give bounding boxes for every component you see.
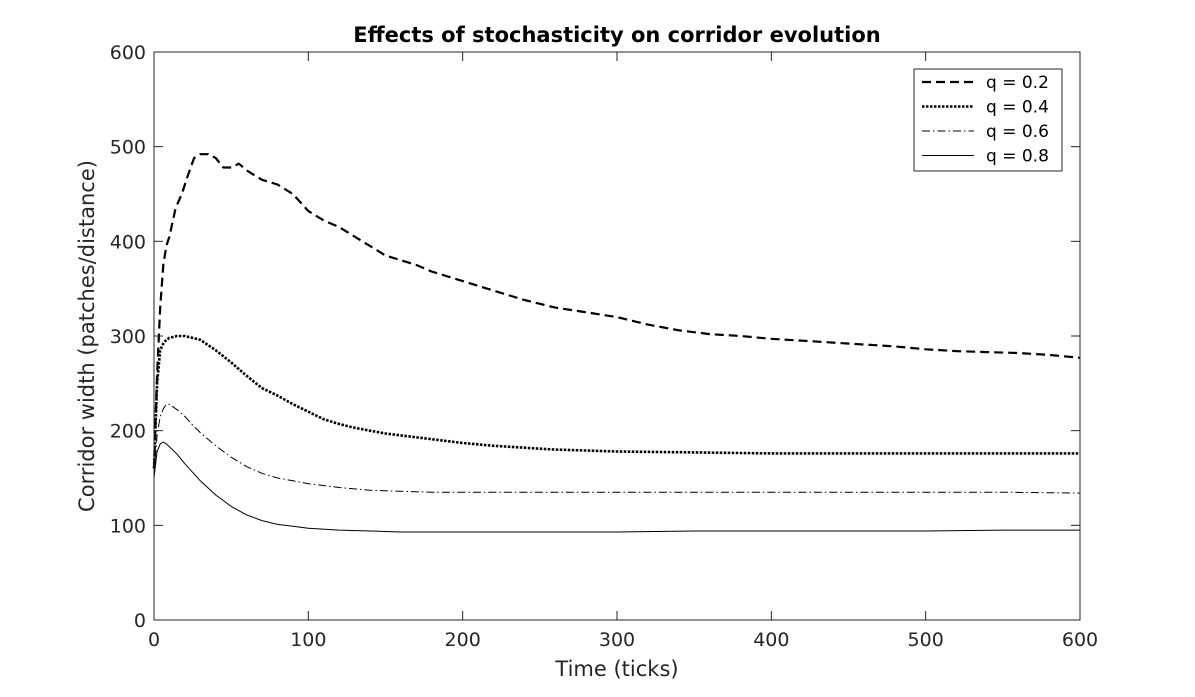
- series-line-2: [152, 334, 1080, 469]
- legend-label: q = 0.2: [986, 73, 1049, 93]
- x-tick-label: 300: [599, 629, 635, 651]
- y-tick-label: 100: [110, 515, 146, 537]
- x-axis-label: Time (ticks): [554, 657, 678, 681]
- series-line-4: [153, 441, 1080, 533]
- x-tick-label: 0: [148, 629, 160, 651]
- y-tick-label: 500: [110, 137, 146, 159]
- x-tick-label: 600: [1062, 629, 1098, 651]
- y-axis-label: Corridor width (patches/distance): [75, 160, 99, 512]
- chart-title: Effects of stochasticity on corridor evo…: [353, 23, 880, 47]
- legend-box: [913, 68, 1063, 172]
- legend-label: q = 0.8: [986, 147, 1049, 167]
- axis-ticks: 0 100 200 300 400 500 600 0 100 200 300 400 500 600: [110, 42, 1098, 651]
- legend-label: q = 0.6: [986, 122, 1049, 142]
- x-tick-label: 500: [908, 629, 944, 651]
- y-tick-label: 600: [110, 42, 146, 64]
- y-tick-label: 300: [110, 326, 146, 348]
- series-line-3: [153, 403, 1081, 494]
- y-tick-label: 0: [134, 610, 146, 632]
- legend-label: q = 0.4: [986, 98, 1049, 118]
- x-tick-label: 200: [445, 629, 481, 651]
- x-tick-label: 100: [290, 629, 326, 651]
- series-line-1: [152, 153, 1081, 469]
- y-tick-label: 200: [110, 421, 146, 443]
- x-tick-label: 400: [753, 629, 789, 651]
- legend: q = 0.2 q = 0.4 q = 0.6 q = 0.8: [913, 68, 1063, 172]
- plot-area: [152, 153, 1081, 533]
- y-tick-label: 400: [110, 231, 146, 253]
